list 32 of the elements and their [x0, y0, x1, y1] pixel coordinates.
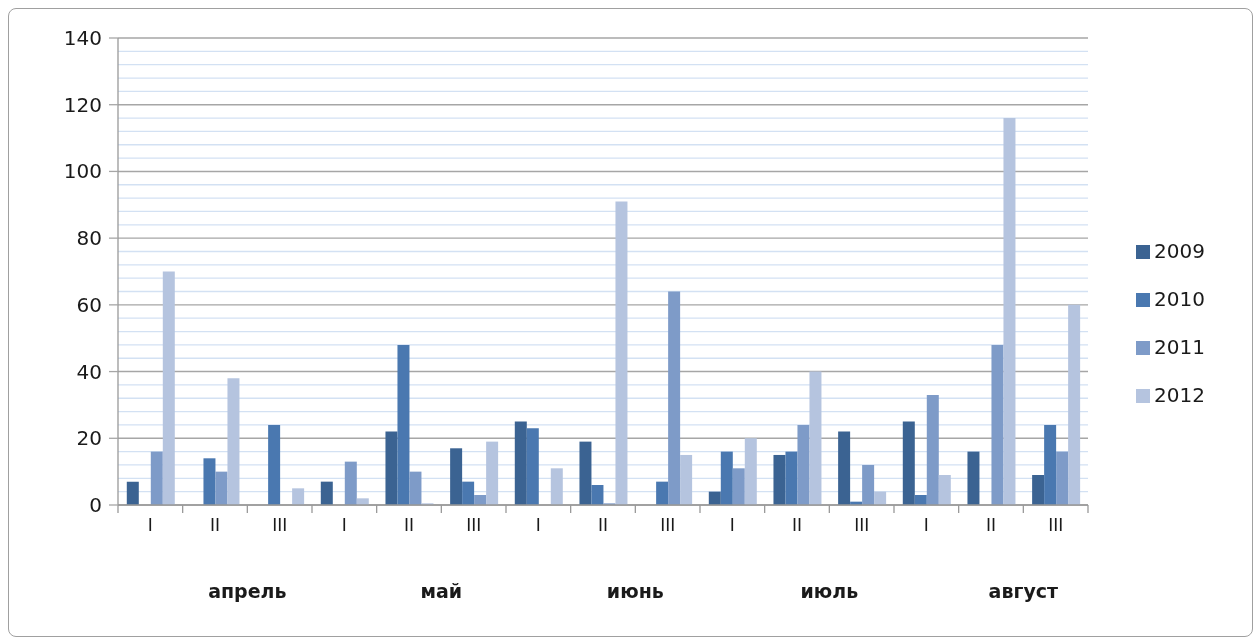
legend-label: 2010: [1154, 286, 1205, 311]
y-tick-label: 60: [76, 292, 102, 317]
y-tick-label: 100: [63, 159, 102, 184]
legend-label: 2011: [1154, 334, 1205, 359]
x-tick-label: I: [729, 515, 735, 535]
x-tick-label: II: [403, 515, 415, 535]
x-tick-label: I: [923, 515, 929, 535]
text: май: [420, 580, 463, 602]
y-tick-label: 80: [76, 226, 102, 251]
x-tick-label: III: [854, 515, 870, 535]
x-tick-label: III: [1048, 515, 1064, 535]
x-tick-label: II: [985, 515, 997, 535]
text: июнь: [606, 580, 664, 602]
x-tick-label: II: [791, 515, 803, 535]
x-tick-label: I: [535, 515, 541, 535]
y-tick-label: 40: [76, 359, 102, 384]
x-tick-label: II: [597, 515, 609, 535]
legend-label: 2009: [1154, 238, 1205, 263]
y-tick-label: 140: [63, 26, 102, 50]
x-tick-label: III: [272, 515, 288, 535]
text: август: [988, 580, 1059, 602]
x-tick-label: II: [209, 515, 221, 535]
y-tick-label: 20: [76, 426, 102, 451]
x-tick-label: I: [341, 515, 347, 535]
legend-label: 2012: [1154, 382, 1205, 407]
x-tick-label: III: [466, 515, 482, 535]
text: апрель: [208, 580, 287, 602]
x-tick-label: III: [660, 515, 676, 535]
y-tick-label: 0: [89, 493, 102, 517]
y-tick-label: 120: [63, 92, 102, 117]
x-tick-label: I: [147, 515, 153, 535]
text: июль: [800, 580, 859, 602]
